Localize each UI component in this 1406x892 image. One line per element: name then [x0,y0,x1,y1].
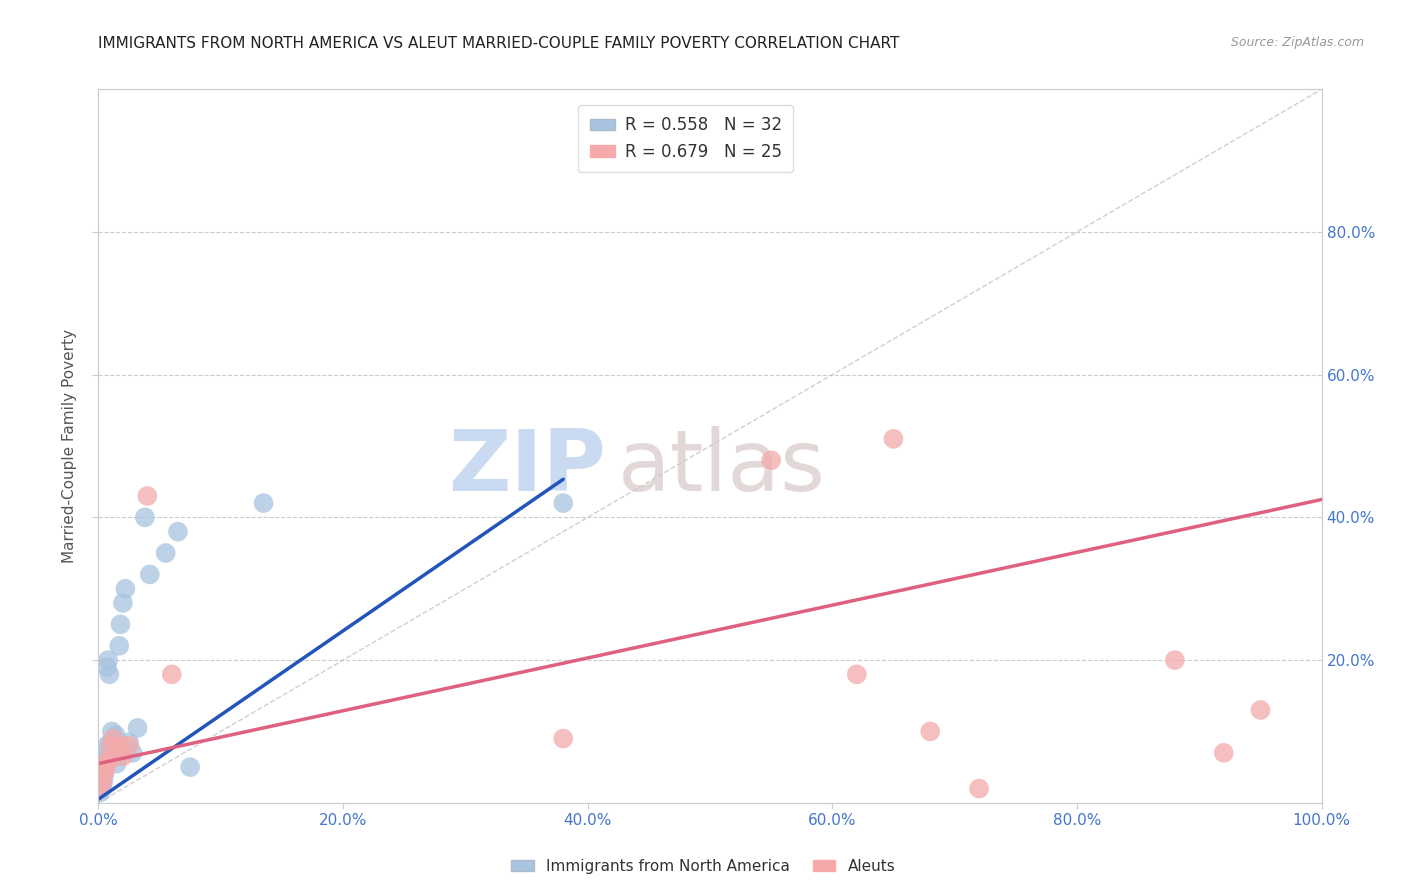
Point [96,739,118,753]
Legend: R = 0.558   N = 32, R = 0.679   N = 25: R = 0.558 N = 32, R = 0.679 N = 25 [578,104,793,172]
Point [100,739,122,753]
Point [155,546,177,560]
Point [97,753,120,767]
Point [90,785,112,799]
Point [1249,703,1271,717]
Point [98,667,121,681]
Point [93,764,115,778]
Point [553,731,575,746]
Point [96,660,118,674]
Y-axis label: Married-Couple Family Poverty: Married-Couple Family Poverty [62,329,77,563]
Point [91,774,114,789]
Point [93,767,115,781]
Point [920,724,942,739]
Point [127,721,149,735]
Text: IMMIGRANTS FROM NORTH AMERICA VS ALEUT MARRIED-COUPLE FAMILY POVERTY CORRELATION: IMMIGRANTS FROM NORTH AMERICA VS ALEUT M… [98,36,900,51]
Point [553,496,575,510]
Point [967,781,990,796]
Point [108,639,131,653]
Legend: Immigrants from North America, Aleuts: Immigrants from North America, Aleuts [505,853,901,880]
Point [97,653,120,667]
Point [118,739,141,753]
Point [101,731,124,746]
Point [111,596,134,610]
Point [179,760,201,774]
Point [118,735,141,749]
Point [761,453,783,467]
Point [111,749,134,764]
Point [121,746,143,760]
Point [100,735,122,749]
Point [110,739,132,753]
Text: atlas: atlas [619,425,827,509]
Point [134,510,156,524]
Point [89,781,111,796]
Point [101,724,124,739]
Point [136,489,159,503]
Point [103,731,125,746]
Point [93,753,115,767]
Point [167,524,190,539]
Point [252,496,274,510]
Point [139,567,162,582]
Point [160,667,183,681]
Point [91,778,114,792]
Point [96,756,118,771]
Point [90,778,112,792]
Point [94,760,117,774]
Point [101,742,124,756]
Point [104,728,127,742]
Point [105,756,128,771]
Point [845,667,868,681]
Point [94,746,117,760]
Point [91,767,114,781]
Point [114,582,136,596]
Point [1212,746,1234,760]
Point [107,749,129,764]
Point [105,746,128,760]
Point [883,432,905,446]
Point [91,774,114,789]
Point [110,617,132,632]
Point [89,781,111,796]
Text: ZIP: ZIP [449,425,606,509]
Text: Source: ZipAtlas.com: Source: ZipAtlas.com [1230,36,1364,49]
Point [1164,653,1187,667]
